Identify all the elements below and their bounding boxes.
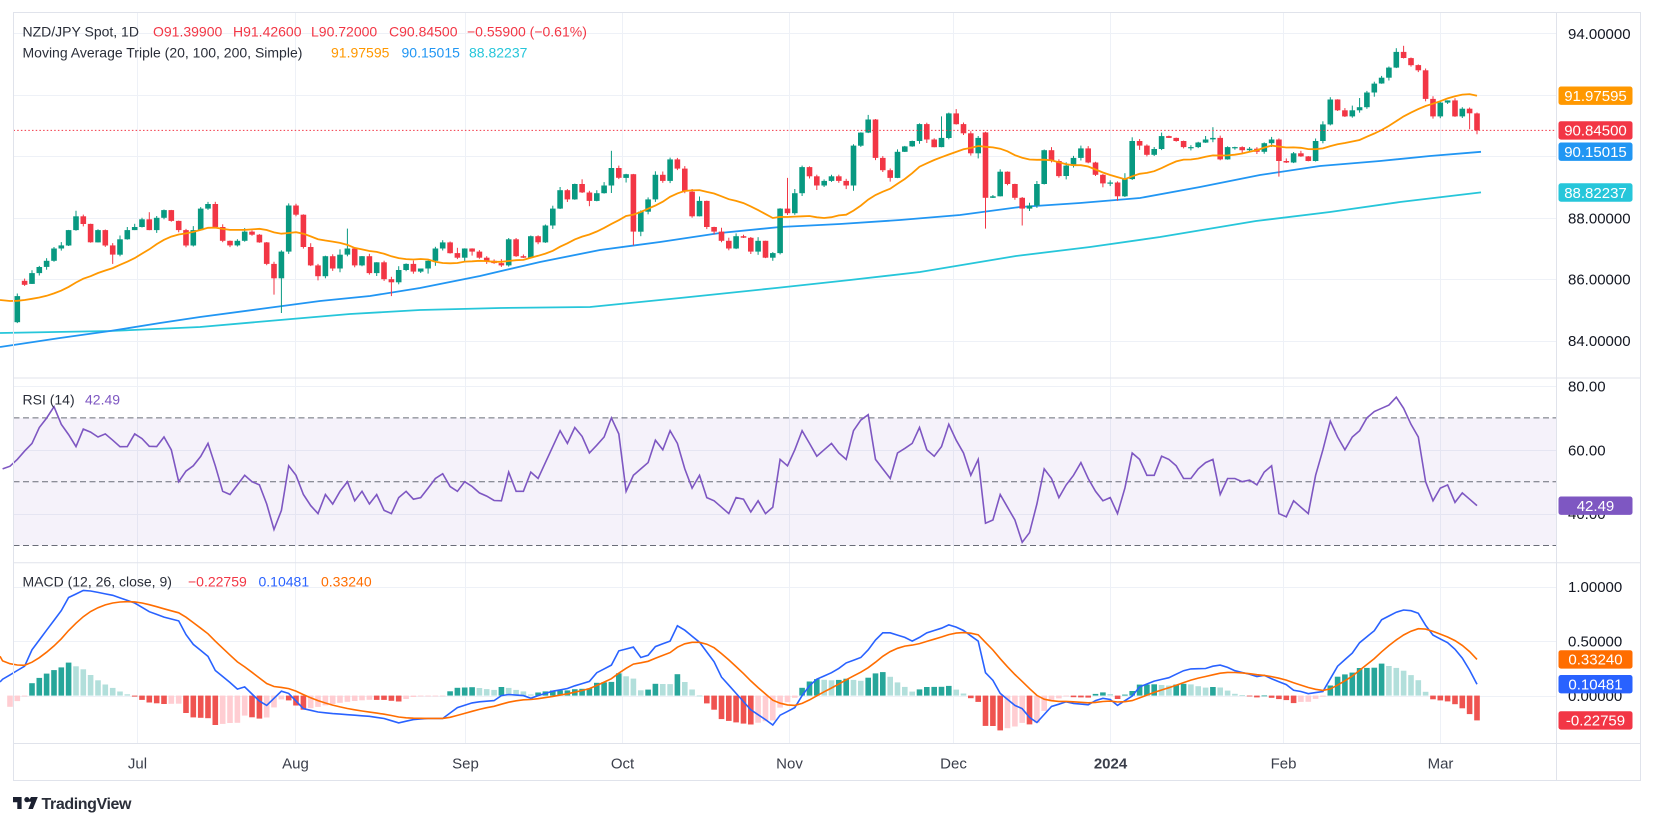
svg-text:80.00: 80.00 bbox=[1568, 379, 1606, 396]
svg-text:Sep: Sep bbox=[452, 756, 479, 773]
svg-text:−0.22759: −0.22759 bbox=[188, 574, 247, 590]
svg-text:0.50000: 0.50000 bbox=[1568, 634, 1622, 651]
svg-text:42.49: 42.49 bbox=[1577, 498, 1615, 515]
svg-text:88.00000: 88.00000 bbox=[1568, 210, 1631, 227]
svg-text:0.33240: 0.33240 bbox=[1568, 652, 1622, 669]
svg-text:Moving Average Triple (20, 100: Moving Average Triple (20, 100, 200, Sim… bbox=[23, 45, 303, 61]
svg-text:Nov: Nov bbox=[776, 756, 803, 773]
svg-text:−0.55900 (−0.61%): −0.55900 (−0.61%) bbox=[467, 24, 587, 40]
svg-text:2024: 2024 bbox=[1094, 756, 1128, 773]
svg-text:Aug: Aug bbox=[282, 756, 309, 773]
svg-text:0.10481: 0.10481 bbox=[259, 574, 310, 590]
svg-text:0.10481: 0.10481 bbox=[1568, 677, 1622, 694]
svg-text:1.00000: 1.00000 bbox=[1568, 579, 1622, 596]
svg-text:Feb: Feb bbox=[1271, 756, 1297, 773]
svg-text:Dec: Dec bbox=[940, 756, 967, 773]
svg-text:91.97595: 91.97595 bbox=[1564, 88, 1627, 105]
svg-text:84.00000: 84.00000 bbox=[1568, 333, 1631, 350]
svg-text:86.00000: 86.00000 bbox=[1568, 272, 1631, 289]
svg-text:94.00000: 94.00000 bbox=[1568, 26, 1631, 43]
svg-text:-0.22759: -0.22759 bbox=[1566, 713, 1625, 730]
svg-text:NZD/JPY Spot, 1D: NZD/JPY Spot, 1D bbox=[23, 24, 139, 40]
svg-text:Oct: Oct bbox=[611, 756, 635, 773]
svg-text:90.84500: 90.84500 bbox=[1564, 123, 1627, 140]
svg-text:MACD (12, 26, close, 9): MACD (12, 26, close, 9) bbox=[23, 574, 172, 590]
svg-text:88.82237: 88.82237 bbox=[469, 45, 528, 61]
svg-text:42.49: 42.49 bbox=[85, 392, 120, 408]
svg-text:Mar: Mar bbox=[1428, 756, 1454, 773]
svg-text:Jul: Jul bbox=[128, 756, 147, 773]
svg-text:90.15015: 90.15015 bbox=[1564, 144, 1627, 161]
svg-text:C90.84500: C90.84500 bbox=[389, 24, 458, 40]
svg-text:88.82237: 88.82237 bbox=[1564, 185, 1627, 202]
svg-text:RSI (14): RSI (14) bbox=[23, 392, 75, 408]
svg-text:L90.72000: L90.72000 bbox=[311, 24, 377, 40]
svg-text:90.15015: 90.15015 bbox=[402, 45, 461, 61]
svg-text:91.97595: 91.97595 bbox=[331, 45, 390, 61]
svg-text:TradingView: TradingView bbox=[42, 796, 133, 813]
svg-text:0.33240: 0.33240 bbox=[321, 574, 372, 590]
svg-text:O91.39900: O91.39900 bbox=[153, 24, 222, 40]
svg-text:60.00: 60.00 bbox=[1568, 442, 1606, 459]
svg-text:H91.42600: H91.42600 bbox=[233, 24, 302, 40]
